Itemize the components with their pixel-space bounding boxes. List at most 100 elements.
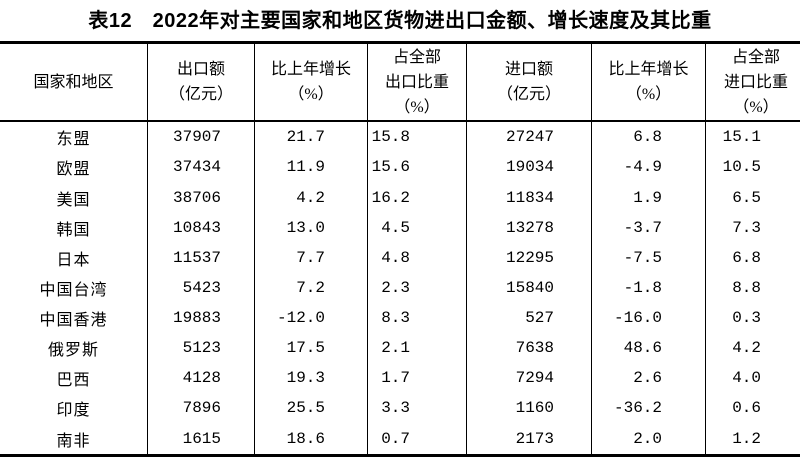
- header-cell-export-value: 出口额 （亿元）: [147, 42, 255, 122]
- cell-export-value: 38706: [147, 182, 255, 213]
- cell-export-share: 8.3: [367, 302, 467, 334]
- header-line: 进口比重: [723, 73, 788, 91]
- header-line: （亿元）: [496, 86, 561, 103]
- header-line: 占全部: [392, 48, 441, 66]
- cell-export-share: 15.6: [367, 152, 467, 183]
- header-line: 出口比重: [384, 73, 449, 91]
- table-row: 南非 1615 18.6 0.7 2173 2.0 1.2: [0, 423, 800, 456]
- cell-region: 美国: [56, 191, 91, 209]
- cell-region: 韩国: [56, 221, 91, 239]
- header-line: （%）: [733, 98, 779, 116]
- cell-import-growth: -7.5: [591, 242, 706, 273]
- table-row: 中国台湾 5423 7.2 2.3 15840 -1.8 8.8: [0, 272, 800, 303]
- cell-import-growth: 48.6: [591, 333, 706, 364]
- cell-import-share: 7.3: [705, 212, 800, 243]
- header-cell-import-growth: 比上年增长 （%）: [591, 42, 706, 122]
- cell-import-value: 2173: [466, 423, 592, 456]
- header-cell-region: 国家和地区: [0, 42, 148, 122]
- table-row: 美国 38706 4.2 16.2 11834 1.9 6.5: [0, 182, 800, 213]
- table-body: 东盟 37907 21.7 15.8 27247 6.8 15.1 欧盟 37434 11.9 15…: [0, 121, 800, 456]
- table-row: 巴西 4128 19.3 1.7 7294 2.6 4.0: [0, 363, 800, 394]
- table-row: 俄罗斯 5123 17.5 2.1 7638 48.6 4.2: [0, 333, 800, 364]
- cell-import-share: 10.5: [705, 152, 800, 183]
- cell-export-value: 11537: [147, 242, 255, 273]
- table-header: 国家和地区 出口额 （亿元） 比上年增长 （%） 占全部 出口比重 （%） 进口额 （亿元） 比上年…: [0, 42, 800, 122]
- header-cell-export-share: 占全部 出口比重 （%）: [367, 42, 467, 122]
- cell-import-growth: -4.9: [591, 152, 706, 183]
- cell-export-value: 5123: [147, 333, 255, 364]
- cell-region: 日本: [56, 251, 91, 269]
- cell-import-share: 4.2: [705, 333, 800, 364]
- cell-export-growth: 7.7: [254, 242, 368, 273]
- cell-import-value: 11834: [466, 182, 592, 213]
- cell-import-share: 15.1: [705, 121, 800, 153]
- cell-region: 中国台湾: [39, 281, 108, 299]
- cell-import-growth: -36.2: [591, 393, 706, 424]
- cell-import-value: 15840: [466, 272, 592, 303]
- header-line: 比上年增长: [270, 61, 351, 78]
- cell-import-growth: 2.6: [591, 363, 706, 394]
- cell-export-value: 5423: [147, 272, 255, 303]
- header-line: （亿元）: [168, 86, 233, 103]
- cell-import-growth: 2.0: [591, 423, 706, 456]
- cell-export-value: 37434: [147, 152, 255, 183]
- cell-export-value: 1615: [147, 423, 255, 456]
- cell-export-share: 2.1: [367, 333, 467, 364]
- cell-import-share: 8.8: [705, 272, 800, 303]
- cell-region: 东盟: [56, 131, 91, 149]
- cell-export-share: 3.3: [367, 393, 467, 424]
- cell-region: 巴西: [56, 372, 91, 390]
- header-row: 国家和地区 出口额 （亿元） 比上年增长 （%） 占全部 出口比重 （%） 进口额 （亿元） 比上年…: [0, 42, 800, 122]
- header-line: （%）: [288, 86, 334, 103]
- table-row: 东盟 37907 21.7 15.8 27247 6.8 15.1: [0, 121, 800, 153]
- table-row: 日本 11537 7.7 4.8 12295 -7.5 6.8: [0, 242, 800, 273]
- cell-export-share: 0.7: [367, 423, 467, 456]
- header-line: （%）: [625, 86, 672, 103]
- cell-import-growth: -16.0: [591, 302, 706, 334]
- cell-import-share: 1.2: [705, 423, 800, 456]
- cell-import-growth: -3.7: [591, 212, 706, 243]
- cell-import-value: 7294: [466, 363, 592, 394]
- cell-export-value: 4128: [147, 363, 255, 394]
- cell-export-value: 10843: [147, 212, 255, 243]
- cell-region: 南非: [56, 432, 91, 450]
- cell-export-value: 37907: [147, 121, 255, 153]
- cell-import-growth: 6.8: [591, 121, 706, 153]
- cell-import-share: 0.6: [705, 393, 800, 424]
- cell-export-share: 16.2: [367, 182, 467, 213]
- cell-region: 欧盟: [56, 161, 91, 179]
- cell-export-share: 4.5: [367, 212, 467, 243]
- header-cell-import-value: 进口额 （亿元）: [466, 42, 592, 122]
- cell-import-growth: 1.9: [591, 182, 706, 213]
- cell-import-growth: -1.8: [591, 272, 706, 303]
- cell-import-value: 13278: [466, 212, 592, 243]
- cell-export-growth: 17.5: [254, 333, 368, 364]
- table-row: 韩国 10843 13.0 4.5 13278 -3.7 7.3: [0, 212, 800, 243]
- table-title: 表12 2022年对主要国家和地区货物进出口金额、增长速度及其比重: [88, 10, 712, 32]
- cell-export-value: 7896: [147, 393, 255, 424]
- cell-import-share: 0.3: [705, 302, 800, 334]
- cell-export-growth: 19.3: [254, 363, 368, 394]
- cell-import-share: 4.0: [705, 363, 800, 394]
- cell-import-value: 1160: [466, 393, 592, 424]
- cell-export-growth: -12.0: [254, 302, 368, 334]
- header-line: 国家和地区: [33, 73, 114, 91]
- header-line: 比上年增长: [608, 61, 689, 78]
- cell-import-value: 12295: [466, 242, 592, 273]
- cell-export-growth: 7.2: [254, 272, 368, 303]
- cell-export-value: 19883: [147, 302, 255, 334]
- cell-export-share: 4.8: [367, 242, 467, 273]
- cell-export-growth: 18.6: [254, 423, 368, 456]
- cell-export-growth: 11.9: [254, 152, 368, 183]
- cell-import-value: 27247: [466, 121, 592, 153]
- cell-export-growth: 4.2: [254, 182, 368, 213]
- table-row: 印度 7896 25.5 3.3 1160 -36.2 0.6: [0, 393, 800, 424]
- table-row: 欧盟 37434 11.9 15.6 19034 -4.9 10.5: [0, 152, 800, 183]
- cell-export-growth: 13.0: [254, 212, 368, 243]
- trade-data-table: 国家和地区 出口额 （亿元） 比上年增长 （%） 占全部 出口比重 （%） 进口额 （亿元） 比上年…: [0, 41, 800, 457]
- cell-import-share: 6.5: [705, 182, 800, 213]
- cell-import-share: 6.8: [705, 242, 800, 273]
- cell-export-growth: 21.7: [254, 121, 368, 153]
- cell-region: 俄罗斯: [47, 342, 99, 360]
